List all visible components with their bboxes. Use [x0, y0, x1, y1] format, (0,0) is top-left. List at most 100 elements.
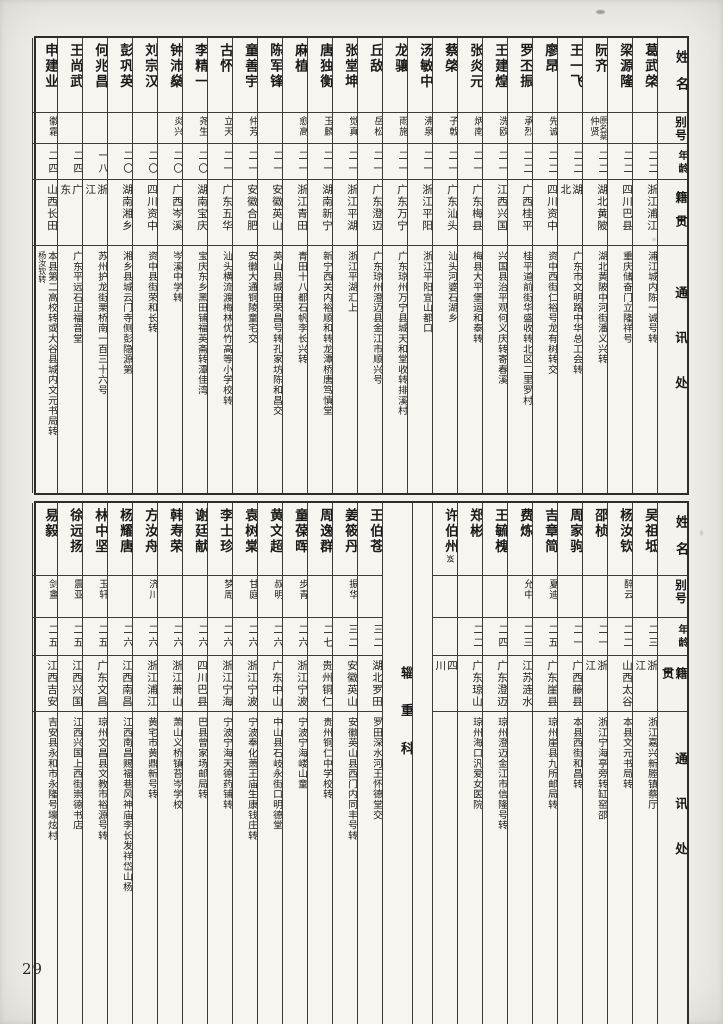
person-alias-text: 炎兴	[172, 116, 182, 137]
person-native-text: 贵州铜仁	[321, 660, 332, 708]
person-native-text: 山西太谷	[621, 660, 632, 708]
person-alias: 玉轩	[83, 576, 107, 618]
person-name-text: 邵桢	[592, 508, 607, 539]
header-alias: 别号	[658, 576, 687, 618]
person-alias: 振华	[333, 576, 357, 618]
person-alias	[158, 576, 182, 618]
header-column: 姓名 别号 年龄 籍贯 通讯处	[657, 38, 687, 493]
person-age: 一八	[83, 144, 107, 180]
person-address: 琼州崖县九所邮局转	[533, 712, 557, 957]
person-alias	[108, 113, 132, 144]
person-name: 张堂坤	[333, 38, 357, 113]
person-name: 廖昂	[533, 38, 557, 113]
person-alias-text: 振华	[347, 579, 357, 600]
person-column: 汤敏中 沸泉 二一 浙江平阳 浙江平阳宜山都口	[407, 38, 432, 493]
person-alias	[183, 576, 207, 618]
person-address: 资中县街荣和长转	[133, 246, 157, 493]
person-address-text: 安徽大通铜陵童宅交	[246, 251, 257, 344]
person-native-text: 江西吉安	[46, 660, 57, 708]
person-age: 二一	[408, 144, 432, 180]
person-age: 二二	[608, 618, 632, 656]
person-name-text: 方汝舟	[142, 508, 157, 555]
person-address-text: 汕头河婆石湖乡	[446, 251, 457, 324]
person-address-text: 宁波宁海嵝山童	[296, 717, 307, 790]
person-native-place: 湖南宝庆	[183, 180, 207, 246]
person-native-text: 山西长田	[46, 184, 57, 232]
person-native-place: 广东汕头	[433, 180, 457, 246]
person-address-text: 萧山义桥镇苔岑学校	[171, 717, 182, 810]
person-name: 麻植	[283, 38, 307, 113]
person-native-place: 浙江平湖	[333, 180, 357, 246]
person-native-text: 浙江青田	[296, 184, 307, 232]
person-alias: 夏迪	[533, 576, 557, 618]
person-address-text: 本县西街和昌转	[571, 717, 582, 790]
person-alias: 愈高	[283, 113, 307, 144]
person-age: 二〇	[108, 144, 132, 180]
person-address: 本县第二高校转或大谷县城内文元书局转 杨汝钦转	[33, 246, 57, 493]
person-column: 徐远扬 震亚 二五 江西兴国 江西兴国上西街崇德书店	[57, 503, 82, 1024]
person-address-text: 江西南昌赐福巷风神庙李长发祥岱山杨	[121, 717, 132, 893]
person-alias	[358, 576, 382, 618]
person-address: 吉安县永和市永隆号壕炫村	[33, 712, 57, 957]
person-alias-text: 剑盦	[47, 579, 57, 600]
person-column: 钟沛燊 炎兴 二〇 广西岑溪 岑溪中学转	[157, 38, 182, 493]
person-native-place: 四川	[433, 656, 457, 712]
person-name: 丘敌	[358, 38, 382, 113]
person-name-text: 阮齐	[592, 43, 607, 74]
person-native-text: 广东五华	[221, 184, 232, 232]
person-native-text: 广东澄迈	[496, 660, 507, 708]
scan-speck	[700, 530, 703, 536]
person-age: 二六	[283, 618, 307, 656]
person-age: 二二	[558, 144, 582, 180]
person-native-text: 广东澄迈	[371, 184, 382, 232]
person-native-text: 安徽英山	[271, 184, 282, 232]
person-alias-text: 仲贤	[588, 116, 600, 137]
person-name-text: 梁源隆	[617, 43, 632, 90]
person-name-text: 张堂坤	[342, 43, 357, 90]
person-name-text: 徐远扬	[67, 508, 82, 555]
person-column: 童葆晖 步青 二六 浙江宁波 宁波宁海嵝山童	[282, 503, 307, 1024]
person-name-text: 姜筱丹	[342, 508, 357, 555]
person-age: 二五	[58, 618, 82, 656]
person-address-text: 琼州海口汎爱女医院	[471, 717, 482, 810]
header-address: 通讯处	[673, 286, 687, 421]
person-address: 岑溪中学转	[158, 246, 182, 493]
person-address: 宁波宁海天德药铺转	[208, 712, 232, 957]
person-alias	[583, 576, 607, 618]
person-name: 周家驹	[558, 503, 582, 576]
person-alias-text: 玉麟	[322, 116, 332, 137]
person-column: 彭巩英 二〇 湖南湘乡 湘乡县城云门寺侧彭隐源第	[107, 38, 132, 493]
person-native-place: 浙江	[583, 656, 607, 712]
person-address: 汕头横流渡梅林优竹高等小学校转	[208, 246, 232, 493]
person-name-text: 王尚武	[67, 43, 82, 90]
person-address-text: 新宁西关内裕顺和转龙潭桥唐笃慎堂	[321, 251, 332, 416]
person-name-text: 王一飞	[567, 43, 582, 90]
person-native-place: 安徽合肥	[233, 180, 257, 246]
person-alias-note: 原名棻	[599, 116, 607, 140]
person-name: 方汝舟	[133, 503, 157, 576]
person-native-place: 山西长田	[33, 180, 57, 246]
person-native-text: 浙江宁波	[296, 660, 307, 708]
person-alias: 剑盦	[33, 576, 57, 618]
person-address-text: 青田十八都石帆李长兴转	[296, 251, 307, 365]
person-name-text: 李精一	[192, 43, 207, 90]
person-alias: 原名棻 仲贤	[583, 113, 607, 144]
person-name-note: 岌	[446, 554, 455, 563]
person-address-text: 琼州文昌县文教市裕源号转	[96, 717, 107, 841]
person-age: 二〇	[183, 144, 207, 180]
person-native-place: 浙江平阳	[408, 180, 432, 246]
person-address-text: 浙江嘉兴新塍镇蔡厅	[646, 717, 657, 810]
person-column: 唐独衡 玉麟 二一 湖南新宁 新宁西关内裕顺和转龙潭桥唐笃慎堂	[307, 38, 332, 493]
person-age: 二六	[133, 618, 157, 656]
person-address: 重庆储奋门立隆祥号	[608, 246, 632, 493]
person-native-text: 湖北黄陂	[596, 184, 607, 232]
person-address: 浙江平湖汇上	[333, 246, 357, 493]
person-column: 丘敌 岳松 二一 广东澄迈 广东琼州澄迈县金江市顺兴号	[357, 38, 382, 493]
person-native-text: 江西南昌	[121, 660, 132, 708]
person-name-text: 郑彬	[467, 508, 482, 539]
person-column: 韩寿荣 二六 浙江萧山 萧山义桥镇苔岑学校	[157, 503, 182, 1024]
person-name-text: 黄文超	[267, 508, 282, 555]
person-native-place: 广西岑溪	[158, 180, 182, 246]
person-alias: 炳南	[458, 113, 482, 144]
person-address: 桂平道前街华盛收转北区二里罗村	[508, 246, 532, 493]
